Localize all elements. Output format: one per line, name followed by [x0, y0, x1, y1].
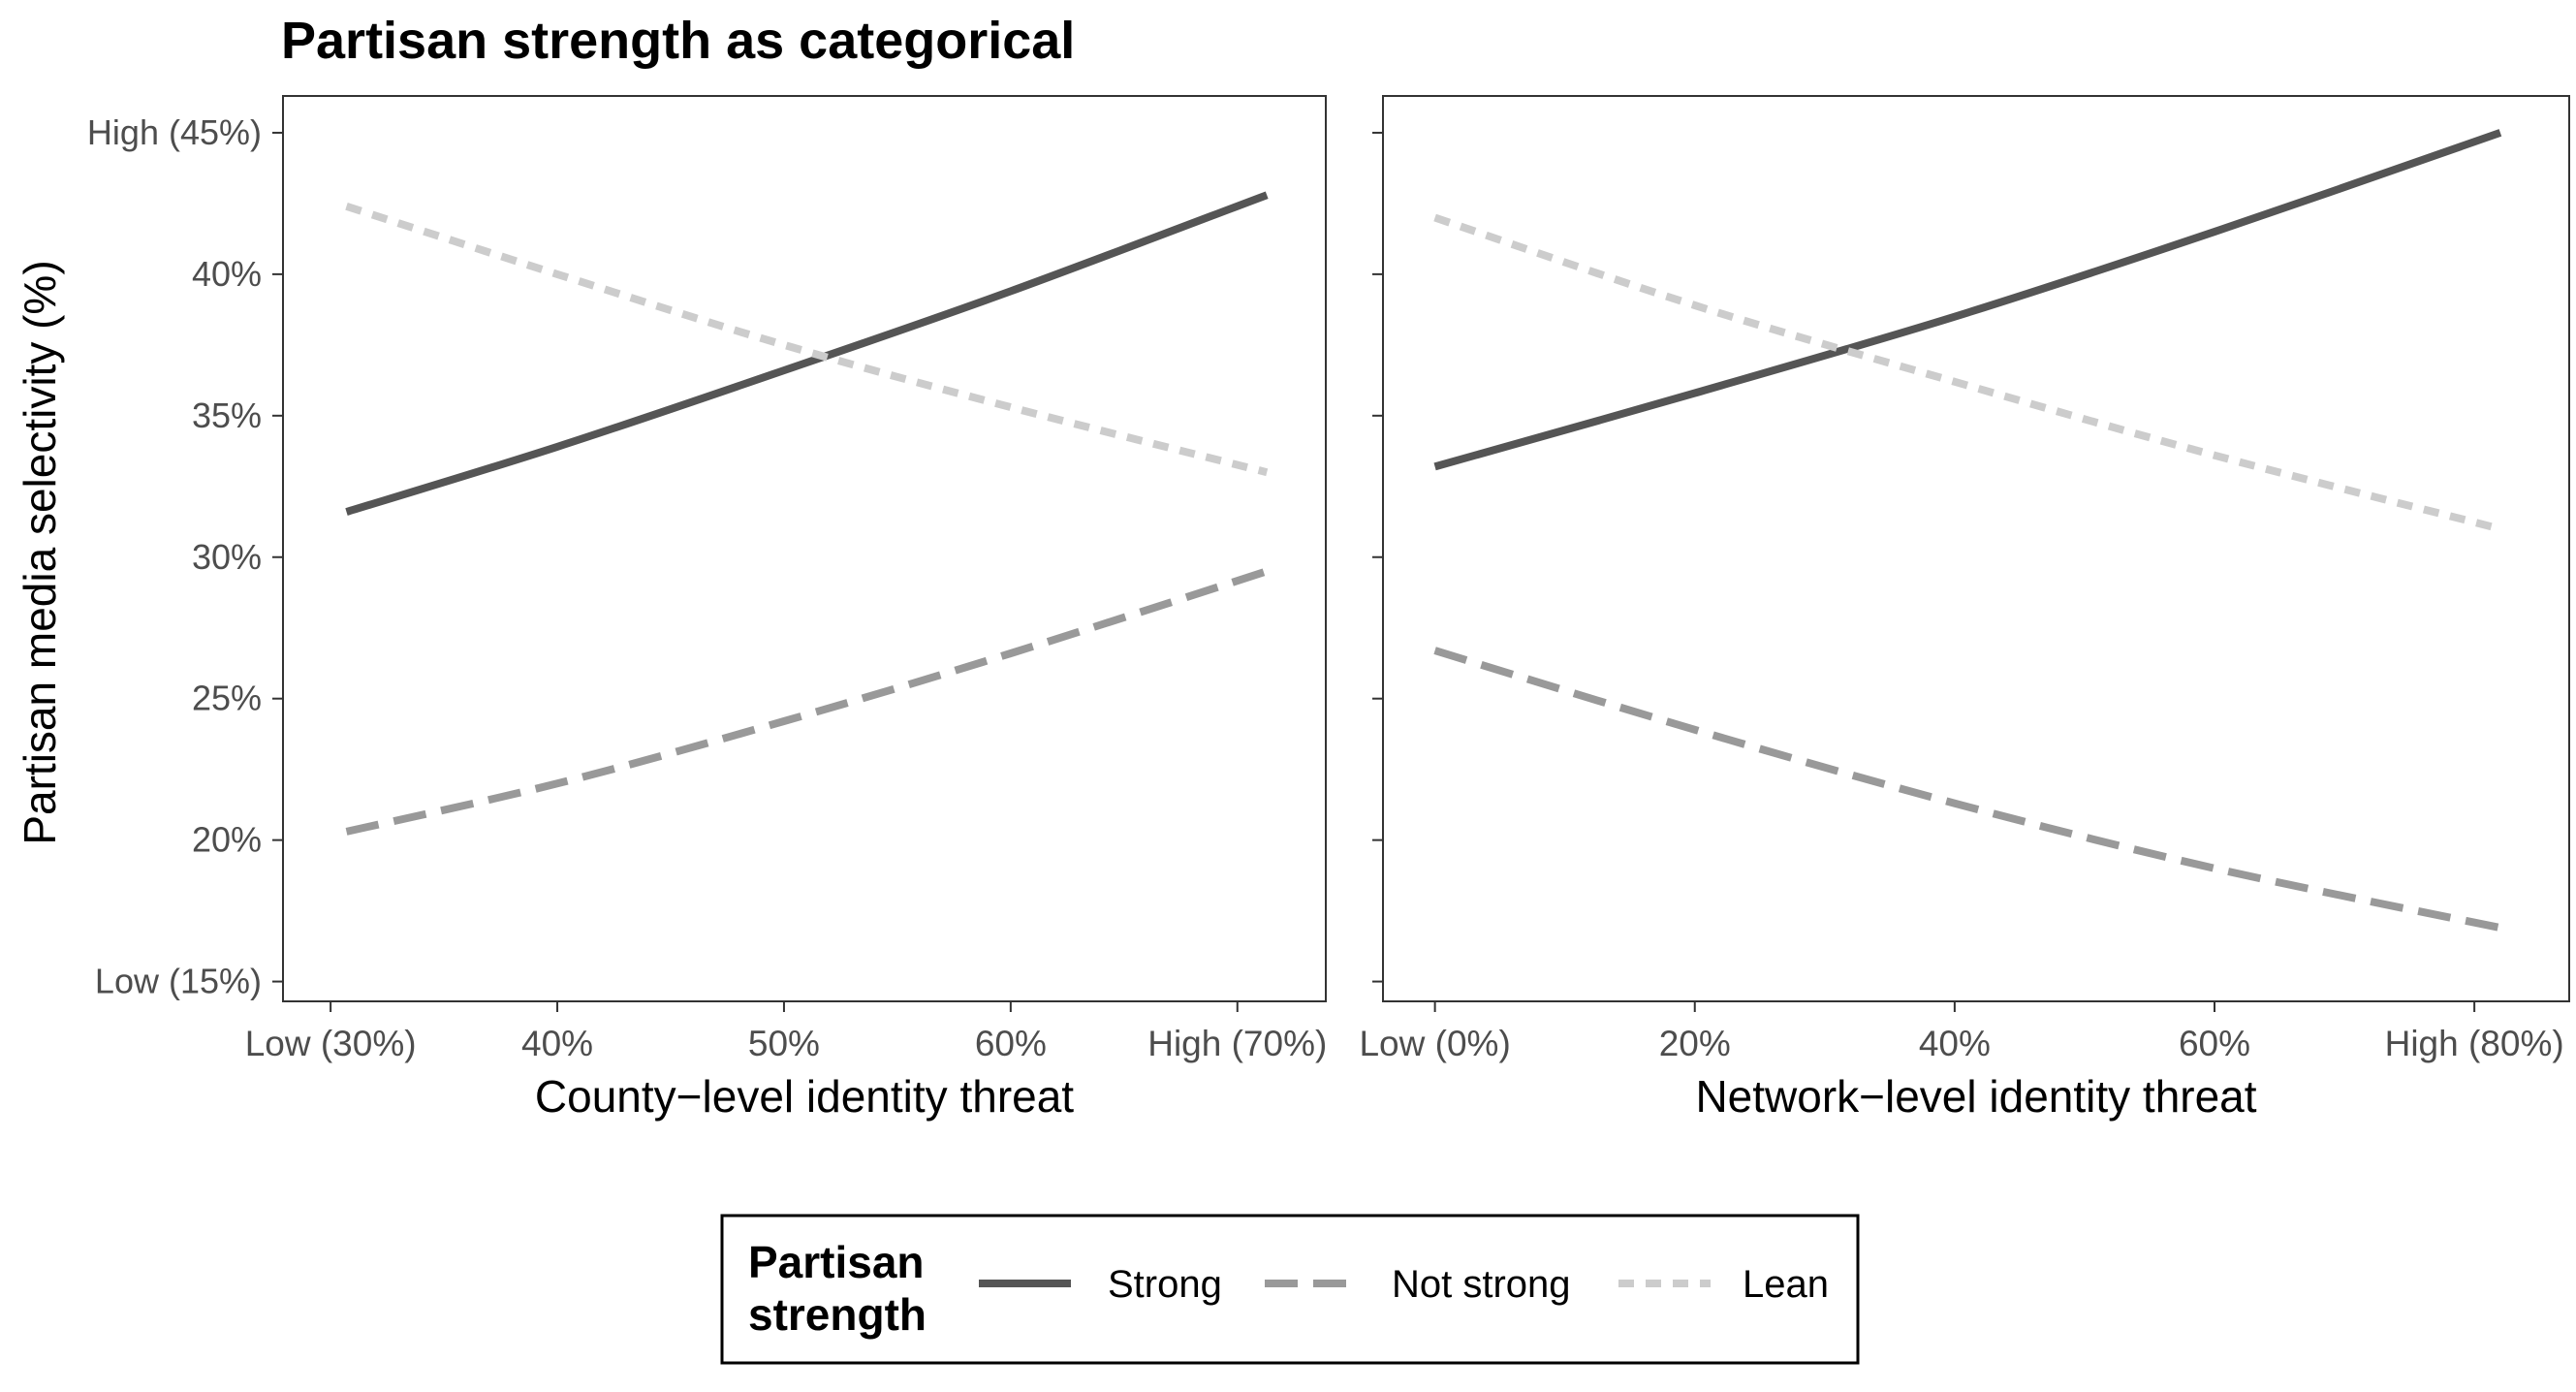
- panel-1-series-strong: [345, 191, 1269, 516]
- panel-2: Low (0%) 20% 40% 60% High (80%) Network−level…: [1359, 95, 2570, 1122]
- legend-title-line-2: strength: [748, 1289, 927, 1340]
- panel-2-x-tick-label-2: 40%: [1919, 1024, 1991, 1063]
- y-tick-label-6: Low (15%): [95, 962, 262, 1001]
- legend-box: [720, 1214, 1860, 1365]
- panel-1-x-tick-label-4: High (70%): [1147, 1024, 1327, 1063]
- panel-1-frame: [282, 95, 1327, 1002]
- legend-label-strong: Strong: [1108, 1263, 1222, 1306]
- panel-2-x-tick-label-1: 20%: [1659, 1024, 1731, 1063]
- panel-2-frame: [1382, 95, 2570, 1002]
- y-axis-title: Partisan media selectivity (%): [15, 260, 65, 844]
- legend-label-not-strong: Not strong: [1392, 1263, 1571, 1306]
- panel-1-x-tick-label-2: 50%: [748, 1024, 820, 1063]
- panel-1-x-tick-label-3: 60%: [975, 1024, 1047, 1063]
- panel-2-series-strong: [1433, 129, 2502, 471]
- panel-1: High (45%) 40% 35% 30% 25% 20% Low (15%) Low (3…: [87, 95, 1327, 1122]
- y-tick-label-1: 40%: [192, 254, 262, 294]
- legend: Partisan strength Strong Not strong Lean: [720, 1214, 1860, 1365]
- y-tick-label-4: 25%: [192, 679, 262, 718]
- panel-1-series-not-strong: [345, 567, 1269, 836]
- legend-title-line-1: Partisan: [748, 1237, 925, 1287]
- panel-1-x-tick-label-1: 40%: [521, 1024, 593, 1063]
- legend-label-lean: Lean: [1743, 1263, 1829, 1306]
- y-tick-label-0: High (45%): [87, 112, 262, 152]
- chart-title: Partisan strength as categorical: [281, 12, 1075, 70]
- panel-1-series-lean: [345, 202, 1269, 477]
- panel-2-x-tick-label-0: Low (0%): [1359, 1024, 1510, 1063]
- y-tick-label-3: 30%: [192, 537, 262, 577]
- panel-1-x-tick-label-0: Low (30%): [245, 1024, 417, 1063]
- panel-2-x-axis-title: Network−level identity threat: [1695, 1071, 2256, 1122]
- panel-2-x-tick-label-3: 60%: [2179, 1024, 2250, 1063]
- y-tick-label-2: 35%: [192, 395, 262, 435]
- panel-2-x-tick-label-4: High (80%): [2385, 1024, 2564, 1063]
- panel-1-x-axis-title: County−level identity threat: [535, 1071, 1074, 1122]
- panel-2-series-lean: [1433, 213, 2501, 533]
- panel-2-series-not-strong: [1433, 647, 2501, 933]
- panels: High (45%) 40% 35% 30% 25% 20% Low (15%) Low (3…: [87, 95, 2570, 1122]
- y-tick-label-5: 20%: [192, 820, 262, 860]
